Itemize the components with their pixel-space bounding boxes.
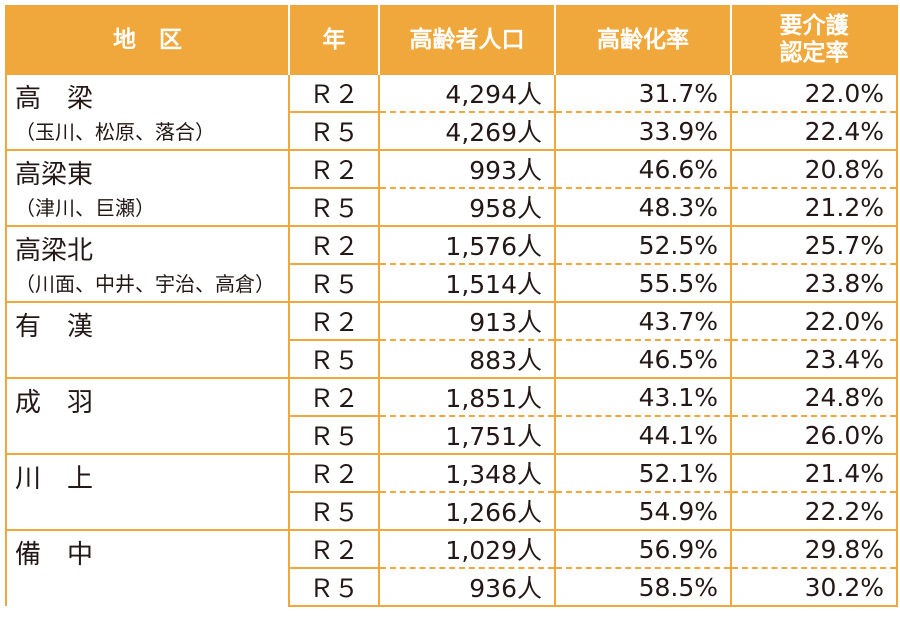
population-cell: 1,348人 (378, 453, 556, 492)
header-care-rate-line2: 認定率 (779, 40, 849, 66)
year-cell: Ｒ２ (288, 453, 380, 492)
table-row: 備 中 Ｒ２ 1,029人 56.9% 29.8% (5, 529, 898, 606)
population-cell: 1,514人 (378, 263, 556, 302)
year-cell: Ｒ５ (288, 263, 380, 302)
year-cell: Ｒ２ (288, 377, 380, 416)
aging-rate-cell: 43.7% (554, 301, 732, 340)
aging-rate-cell: 55.5% (554, 263, 732, 302)
care-rate-cell: 24.8% (730, 377, 898, 416)
population-cell: 993人 (378, 149, 556, 188)
care-rate-cell: 21.4% (730, 453, 898, 492)
district-statistics-table: 地 区 年 高齢者人口 高齢化率 要介護 認定率 高 梁 （玉川、松原、落合） Ｒ２… (5, 5, 898, 607)
care-rate-cell: 26.0% (730, 415, 898, 454)
header-row: 地 区 年 高齢者人口 高齢化率 要介護 認定率 (5, 5, 898, 75)
population-cell: 1,029人 (378, 529, 556, 568)
header-care-rate: 要介護 認定率 (730, 5, 898, 75)
table-row: 高 梁 （玉川、松原、落合） Ｒ２ 4,294人 31.7% 22.0% (5, 75, 898, 150)
care-rate-cell: 23.4% (730, 339, 898, 378)
year-cell: Ｒ５ (288, 491, 380, 530)
district-subareas: （津川、巨瀬） (15, 196, 155, 220)
district-subareas: （玉川、松原、落合） (15, 120, 215, 144)
year-cell: Ｒ２ (288, 225, 380, 264)
table-row: Ｒ５ 4,269人 33.9% 22.4% (6, 111, 898, 150)
aging-rate-cell: 52.1% (554, 453, 732, 492)
table-row: Ｒ５ 883人 46.5% 23.4% (6, 339, 898, 378)
population-cell: 1,851人 (378, 377, 556, 416)
population-cell: 1,751人 (378, 415, 556, 454)
table-row: 高梁東 （津川、巨瀬） Ｒ２ 993人 46.6% 20.8% (5, 149, 898, 226)
year-cell: Ｒ２ (288, 149, 380, 188)
header-aging-rate: 高齢化率 (554, 5, 732, 75)
aging-rate-cell: 54.9% (554, 491, 732, 530)
district-name: 有 漢 (15, 312, 94, 342)
year-cell: Ｒ２ (288, 301, 380, 340)
care-rate-cell: 21.2% (730, 187, 898, 226)
year-cell: Ｒ５ (288, 339, 380, 378)
table-row: Ｒ５ 1,266人 54.9% 22.2% (6, 491, 898, 530)
table-row: 川 上 Ｒ２ 1,348人 52.1% 21.4% (5, 453, 898, 530)
district-cell: 成 羽 (5, 377, 290, 454)
care-rate-cell: 22.4% (730, 111, 898, 150)
district-name: 高梁東 (15, 160, 94, 190)
district-cell: 川 上 (5, 453, 290, 530)
population-cell: 4,269人 (378, 111, 556, 150)
care-rate-cell: 23.8% (730, 263, 898, 302)
year-cell: Ｒ５ (288, 567, 380, 607)
table-row: Ｒ５ 1,751人 44.1% 26.0% (6, 415, 898, 454)
table-row: 成 羽 Ｒ２ 1,851人 43.1% 24.8% (5, 377, 898, 454)
year-cell: Ｒ５ (288, 111, 380, 150)
header-care-rate-line1: 要介護 (779, 13, 849, 39)
care-rate-cell: 25.7% (730, 225, 898, 264)
care-rate-cell: 29.8% (730, 529, 898, 568)
header-population: 高齢者人口 (378, 5, 556, 75)
district-cell: 高梁東 （津川、巨瀬） (5, 149, 290, 226)
care-rate-cell: 30.2% (730, 567, 898, 607)
aging-rate-cell: 33.9% (554, 111, 732, 150)
aging-rate-cell: 56.9% (554, 529, 732, 568)
table-row: Ｒ５ 958人 48.3% 21.2% (6, 187, 898, 226)
year-cell: Ｒ５ (288, 187, 380, 226)
table-row: Ｒ５ 936人 58.5% 30.2% (6, 567, 898, 607)
population-cell: 958人 (378, 187, 556, 226)
table-row: 高梁北 （川面、中井、宇治、高倉） Ｒ２ 1,576人 52.5% 25.7% (5, 225, 898, 302)
district-name: 川 上 (15, 464, 94, 494)
district-subareas: （川面、中井、宇治、高倉） (15, 272, 275, 296)
care-rate-cell: 22.0% (730, 301, 898, 340)
aging-rate-cell: 46.5% (554, 339, 732, 378)
population-cell: 883人 (378, 339, 556, 378)
district-cell: 有 漢 (5, 301, 290, 378)
year-cell: Ｒ２ (288, 529, 380, 568)
header-year: 年 (288, 5, 380, 75)
year-cell: Ｒ５ (288, 415, 380, 454)
population-cell: 936人 (378, 567, 556, 607)
header-area: 地 区 (5, 5, 290, 75)
aging-rate-cell: 31.7% (554, 75, 732, 112)
district-name: 高梁北 (15, 236, 94, 266)
year-cell: Ｒ２ (288, 75, 380, 112)
population-cell: 913人 (378, 301, 556, 340)
aging-rate-cell: 48.3% (554, 187, 732, 226)
aging-rate-cell: 46.6% (554, 149, 732, 188)
care-rate-cell: 22.0% (730, 75, 898, 112)
population-cell: 1,576人 (378, 225, 556, 264)
district-name: 成 羽 (15, 388, 94, 418)
aging-rate-cell: 58.5% (554, 567, 732, 607)
population-cell: 1,266人 (378, 491, 556, 530)
district-name: 備 中 (15, 540, 94, 570)
table-row: Ｒ５ 1,514人 55.5% 23.8% (6, 263, 898, 302)
district-cell: 高 梁 （玉川、松原、落合） (5, 75, 290, 150)
district-name: 高 梁 (15, 84, 94, 114)
district-cell: 高梁北 （川面、中井、宇治、高倉） (5, 225, 290, 302)
aging-rate-cell: 52.5% (554, 225, 732, 264)
care-rate-cell: 22.2% (730, 491, 898, 530)
district-cell: 備 中 (5, 529, 290, 606)
care-rate-cell: 20.8% (730, 149, 898, 188)
aging-rate-cell: 43.1% (554, 377, 732, 416)
table-row: 有 漢 Ｒ２ 913人 43.7% 22.0% (5, 301, 898, 378)
aging-rate-cell: 44.1% (554, 415, 732, 454)
population-cell: 4,294人 (378, 75, 556, 112)
table-body: 高 梁（玉川、松原、落合） Ｒ２ 4,294人 31.7% 22.0% Ｒ５ 4,269人 3… (5, 75, 898, 607)
